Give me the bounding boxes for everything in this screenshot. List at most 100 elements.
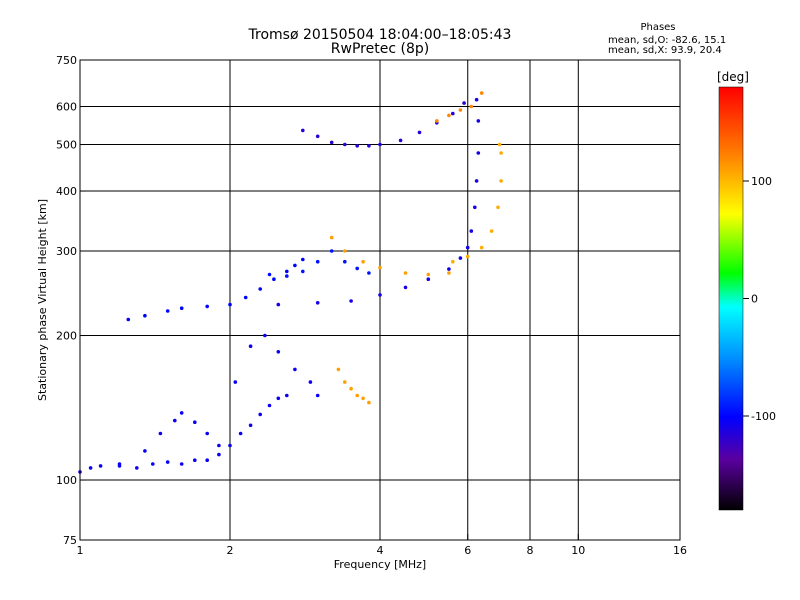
colorbar-label: [deg] (717, 70, 749, 84)
data-point (217, 443, 221, 448)
data-point (126, 317, 131, 322)
x-axis-label: Frequency [MHz] (334, 558, 426, 571)
data-point (458, 256, 463, 260)
data-point (458, 108, 463, 112)
data-point (417, 130, 422, 135)
grid-lines (79, 60, 680, 540)
data-point (135, 466, 139, 470)
data-point (355, 393, 360, 398)
x-tick-label: 6 (464, 544, 471, 557)
colorbar-ticks: 100 0 -100 (743, 175, 776, 423)
data-point (276, 302, 281, 307)
data-point (329, 249, 334, 253)
data-point (473, 205, 477, 210)
data-point (496, 205, 500, 210)
data-point (308, 380, 313, 384)
data-point (248, 423, 253, 428)
data-point (499, 151, 503, 155)
data-point (343, 142, 347, 147)
data-point (329, 235, 334, 240)
data-point (158, 431, 163, 436)
colorbar-tick-label: 100 (751, 175, 772, 188)
data-point (315, 134, 320, 139)
data-point (451, 259, 455, 264)
data-point (285, 269, 289, 274)
stats-line-x: mean, sd,X: 93.9, 20.4 (608, 45, 722, 56)
data-point (88, 466, 93, 470)
data-point (343, 380, 347, 384)
data-point (285, 274, 289, 278)
data-point (355, 144, 360, 148)
x-tick-label: 16 (673, 544, 687, 557)
data-point (361, 396, 365, 401)
y-tick-label: 75 (63, 534, 77, 547)
colorbar-tick-label: -100 (751, 410, 776, 423)
data-point (165, 460, 170, 464)
data-point (447, 267, 451, 271)
data-point (378, 265, 382, 270)
data-point (343, 259, 347, 264)
data-point (301, 128, 305, 133)
data-point (258, 412, 263, 417)
data-point (233, 380, 238, 384)
data-point (267, 272, 272, 277)
data-point (361, 259, 365, 264)
data-point (315, 301, 320, 305)
data-point (336, 367, 341, 372)
x-tick-label: 1 (77, 544, 84, 557)
axis-ticks: 1 2 4 6 8 10 16 75 100 200 300 400 500 600 750 (56, 54, 687, 557)
data-point (497, 142, 502, 147)
data-point (479, 91, 484, 95)
data-point (329, 140, 334, 145)
y-tick-label: 300 (56, 245, 77, 258)
x-tick-label: 2 (227, 544, 234, 557)
data-point (469, 229, 474, 233)
data-point (343, 249, 347, 253)
data-point (378, 293, 382, 297)
data-point (476, 119, 481, 123)
data-point (276, 396, 281, 401)
data-point (179, 411, 184, 415)
x-tick-label: 10 (571, 544, 585, 557)
chart-subtitle: RwPretec (8p) (331, 41, 429, 57)
data-point (143, 313, 147, 318)
data-point (151, 462, 155, 466)
data-point (465, 245, 470, 250)
data-point (98, 464, 103, 468)
data-point (367, 271, 371, 275)
data-point (426, 272, 431, 277)
data-point (293, 263, 297, 268)
y-axis-label: Stationary phase Virtual Height [km] (36, 199, 49, 401)
colorbar (719, 87, 743, 510)
data-point (315, 259, 320, 264)
stats-line-o: mean, sd,O: -82.6, 15.1 (608, 35, 726, 46)
y-tick-label: 100 (56, 474, 77, 487)
data-point (205, 458, 209, 463)
data-point (179, 306, 184, 311)
data-point (285, 393, 289, 398)
data-point (267, 403, 272, 408)
data-point (403, 285, 408, 290)
data-points (78, 91, 503, 474)
y-tick-label: 400 (56, 185, 77, 198)
chart-title: Tromsø 20150504 18:04:00–18:05:43 (248, 27, 512, 43)
y-tick-label: 600 (56, 101, 77, 114)
y-tick-label: 750 (56, 54, 77, 67)
data-point (217, 452, 221, 457)
data-point (426, 277, 431, 282)
x-tick-label: 4 (377, 544, 384, 557)
data-point (205, 431, 209, 436)
data-point (398, 138, 403, 143)
data-point (447, 271, 451, 275)
data-point (117, 462, 122, 466)
data-point (447, 113, 451, 118)
data-point (349, 386, 353, 391)
data-point (263, 333, 267, 338)
data-point (165, 309, 170, 313)
data-point (258, 287, 263, 291)
data-point (469, 104, 474, 109)
data-point (367, 144, 371, 148)
data-point (193, 420, 197, 425)
y-tick-label: 500 (56, 139, 77, 152)
